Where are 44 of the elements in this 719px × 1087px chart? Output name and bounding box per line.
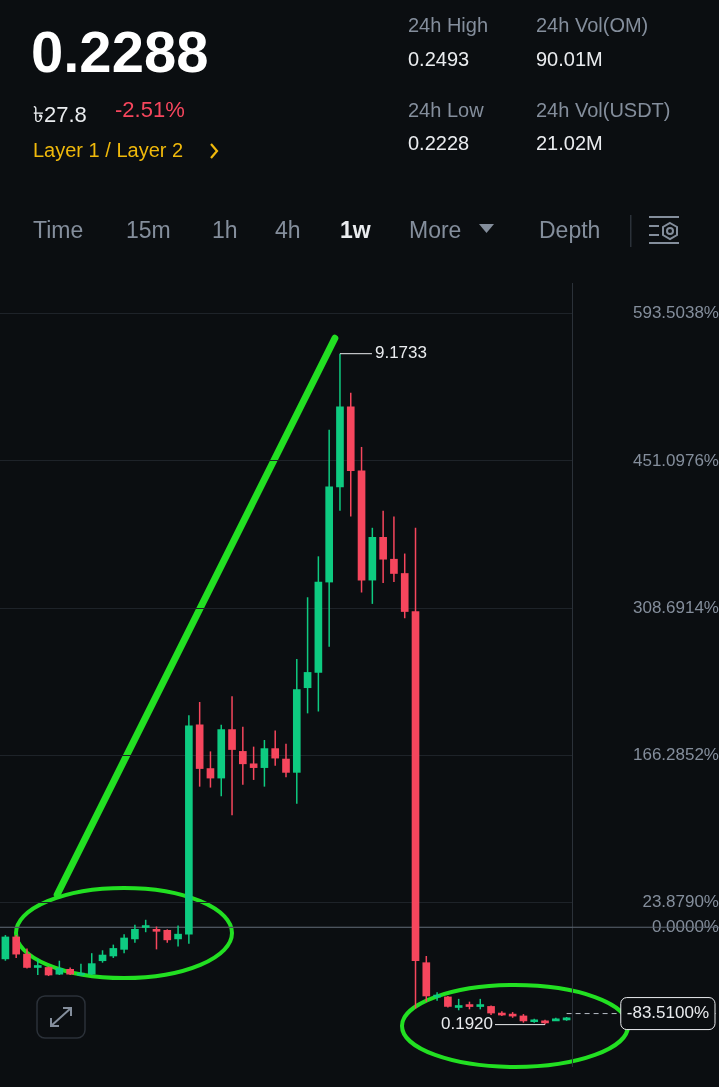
y-tick-label: 0.0000% [651, 916, 719, 936]
candlestick [271, 729, 280, 767]
candlestick [33, 958, 42, 976]
candlestick [228, 695, 236, 816]
candlestick [379, 509, 387, 584]
candlestick [12, 934, 21, 959]
candlestick [131, 923, 139, 944]
y-tick-label: 23.8790% [642, 892, 719, 912]
candlestick [249, 745, 258, 781]
chart-title: 0.2288 [31, 18, 209, 85]
y-tick-label: 308.6914% [632, 597, 719, 617]
candlestick [303, 596, 312, 715]
annotation: 0.1920 [441, 1014, 494, 1034]
y-tick-label: 593.5038% [632, 303, 719, 323]
text: More [409, 217, 462, 244]
text: -2.51% [115, 97, 185, 123]
text: 24h Vol(OM) [536, 14, 649, 37]
candlestick [120, 933, 128, 954]
ref-line-label: -83.5100% [626, 1003, 710, 1023]
candlestick [206, 750, 215, 789]
text: Layer 1 / Layer 2 [33, 139, 184, 162]
text: 1w [340, 217, 371, 244]
text: 4h [275, 217, 301, 244]
text: 24h Vol(USDT) [536, 99, 671, 122]
text: 0.2493 [408, 48, 470, 71]
text: Depth [539, 217, 601, 244]
candlestick [260, 739, 269, 788]
text: 0.2228 [408, 132, 470, 155]
candlestick [390, 515, 398, 583]
text: 90.01M [536, 48, 603, 71]
text: 24h Low [408, 99, 484, 122]
text: 15m [126, 217, 171, 244]
y-tick-label: 451.0976% [632, 450, 719, 470]
text: ৳27.8 [33, 101, 87, 129]
candlestick [152, 925, 161, 951]
text: Time [33, 217, 84, 244]
candlestick [174, 924, 182, 948]
text: 24h High [408, 14, 489, 37]
candlestick [239, 725, 247, 786]
annotation: 9.1733 [374, 343, 427, 363]
y-tick-label: 166.2852% [632, 745, 719, 765]
text: 21.02M [536, 132, 603, 155]
candlestick [282, 743, 290, 778]
text: 1h [212, 217, 238, 244]
